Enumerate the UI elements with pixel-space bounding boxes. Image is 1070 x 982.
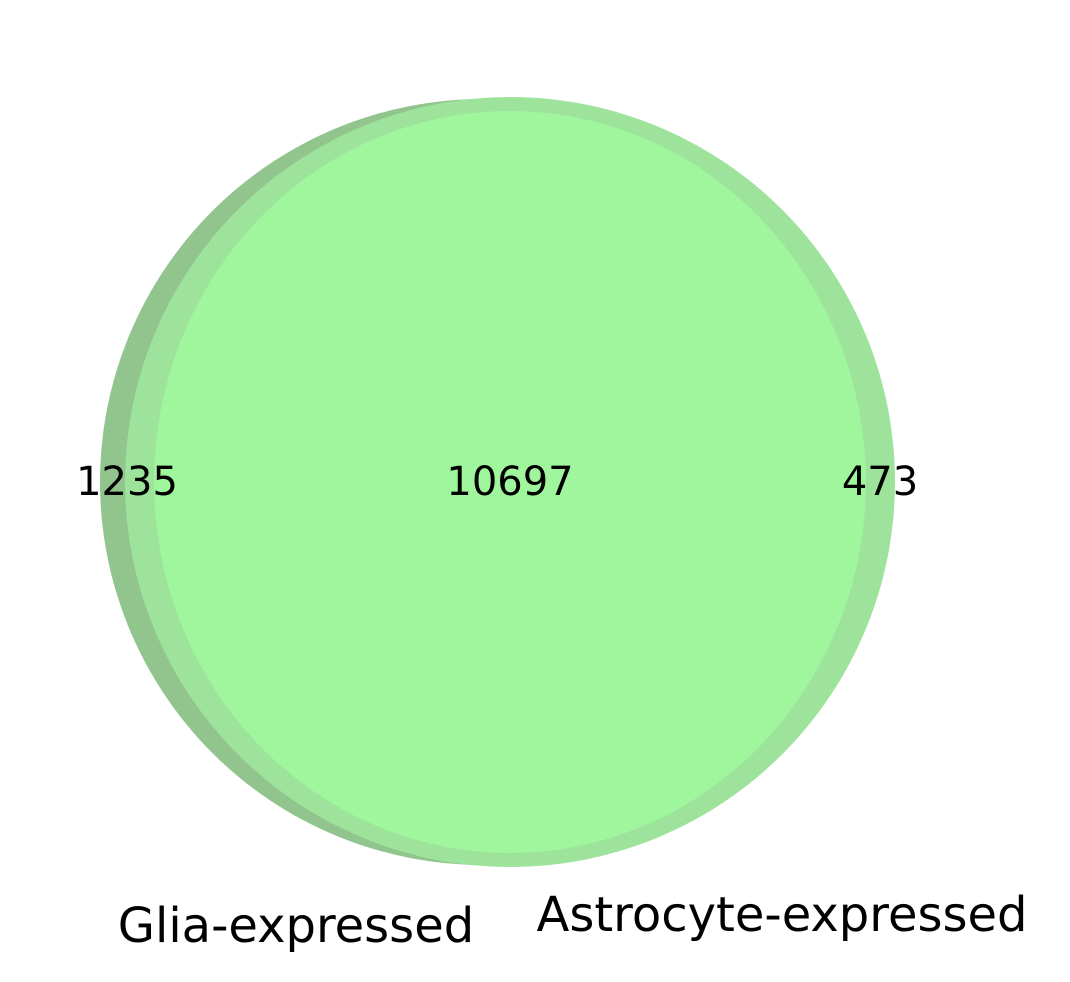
astrocyte-only-count: 473 (842, 459, 918, 505)
intersection-region (154, 111, 866, 853)
astrocyte-expressed-label: Astrocyte-expressed (537, 887, 1028, 943)
intersection-count: 10697 (446, 459, 573, 505)
glia-expressed-label: Glia-expressed (118, 898, 474, 954)
glia-only-count: 1235 (76, 459, 178, 505)
